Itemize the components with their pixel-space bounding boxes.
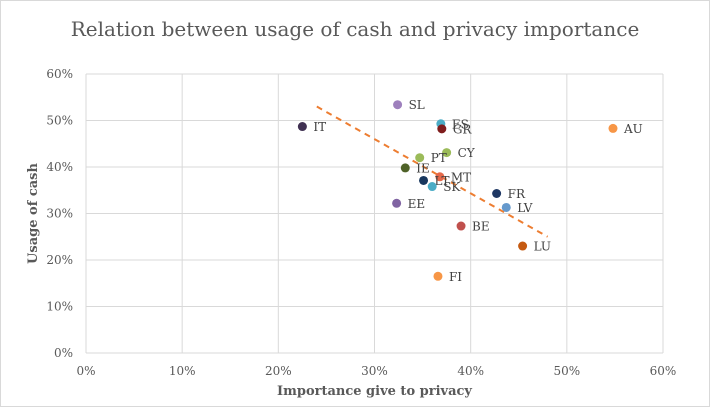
data-point-fr [492,189,502,199]
data-point-lv [501,202,511,212]
y-tick-label: 10% [46,300,73,314]
data-label-it: IT [313,120,326,134]
x-tick-label: 20% [265,364,292,378]
data-label-lu: LU [534,240,551,254]
data-point-fi [433,271,443,281]
y-tick-label: 30% [46,207,73,221]
x-tick-label: 40% [457,364,484,378]
data-point-au [608,123,618,133]
data-point-be [456,221,466,231]
y-axis-label: Usage of cash [26,163,41,264]
data-label-fi: FI [449,270,462,284]
data-label-lt: LT [435,174,450,188]
x-axis-label: Importance give to privacy [277,384,472,399]
data-label-gr: GR [453,122,473,136]
data-label-au: AU [623,122,643,136]
data-point-ee [392,198,402,208]
data-point-it [297,122,307,132]
data-label-sk: SK [443,180,461,194]
x-tick-label: 50% [553,364,580,378]
data-label-pt: PT [431,151,447,165]
data-label-ee: EE [408,197,426,211]
data-point-mt [435,172,445,182]
x-tick-label: 30% [361,364,388,378]
y-tick-label: 0% [54,346,73,360]
data-label-es: ES [452,117,469,131]
data-point-sk [427,182,437,192]
y-tick-label: 20% [46,253,73,267]
data-point-cy [442,148,452,158]
data-label-sl: SL [409,98,425,112]
data-label-ie: IE [416,161,430,175]
data-label-cy: CY [458,146,476,160]
y-tick-label: 60% [46,67,73,81]
data-label-be: BE [472,220,490,234]
data-point-sl [393,100,403,110]
data-point-lu [518,241,528,251]
data-label-fr: FR [508,187,526,201]
x-tick-label: 60% [650,364,677,378]
x-tick-label: 0% [76,364,95,378]
chart-title: Relation between usage of cash and priva… [70,17,640,41]
trendline [316,105,549,238]
data-point-gr [437,124,447,134]
data-label-lv: LV [517,201,533,215]
data-point-pt [415,153,425,163]
y-tick-label: 40% [46,160,73,174]
data-label-mt: MT [451,170,471,184]
data-point-lt [419,175,429,185]
data-point-ie [400,163,410,173]
y-tick-label: 50% [46,114,73,128]
x-tick-label: 10% [169,364,196,378]
